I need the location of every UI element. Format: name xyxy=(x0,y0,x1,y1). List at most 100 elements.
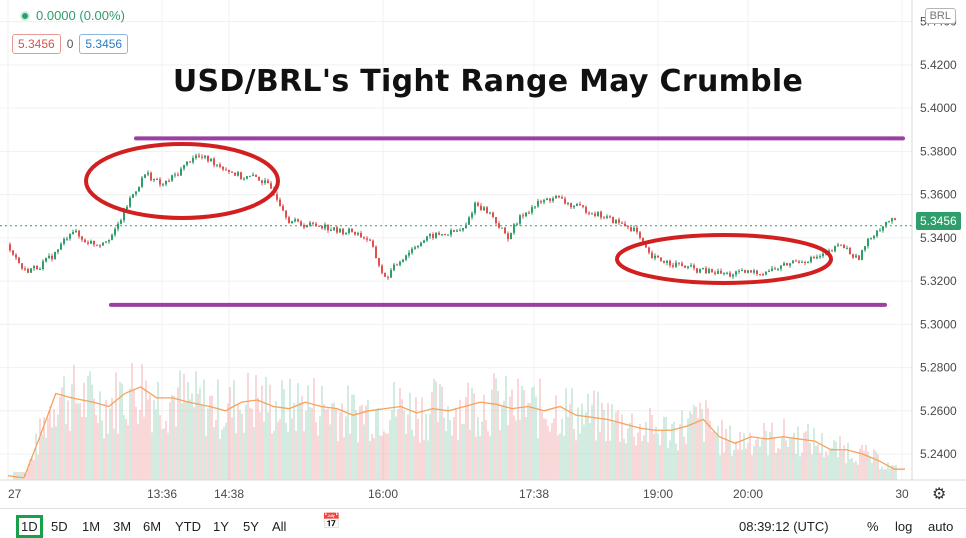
candle-body xyxy=(417,246,419,248)
status-dot-icon xyxy=(20,10,30,21)
candle-body xyxy=(600,211,602,218)
spread-value: 0 xyxy=(66,37,74,51)
candle-body xyxy=(891,218,893,222)
candle-body xyxy=(591,213,593,215)
candle-body xyxy=(162,184,164,186)
candle-body xyxy=(660,257,662,261)
candle-body xyxy=(837,244,839,246)
candle-body xyxy=(537,201,539,207)
candle-body xyxy=(669,260,671,266)
range-1m-button[interactable]: 1M xyxy=(82,519,101,534)
candle-body xyxy=(306,225,308,228)
candle-body xyxy=(864,246,866,251)
candle-body xyxy=(354,231,356,235)
candle-body xyxy=(795,260,797,262)
candle-body xyxy=(597,211,599,216)
log-toggle[interactable]: log xyxy=(895,519,913,534)
candle-body xyxy=(834,245,836,252)
y-tick-label: 5.3000 xyxy=(920,317,957,331)
candle-body xyxy=(480,205,482,211)
candle-body xyxy=(444,234,446,236)
range-6m-button[interactable]: 6M xyxy=(143,519,162,534)
candle-body xyxy=(357,233,359,235)
candle-body xyxy=(336,227,338,233)
y-tick-label: 5.2800 xyxy=(920,361,957,375)
x-tick-label: 14:38 xyxy=(214,487,244,501)
candle-body xyxy=(693,265,695,269)
candle-body xyxy=(702,268,704,270)
range-1y-button[interactable]: 1Y xyxy=(213,519,229,534)
candle-body xyxy=(549,198,551,201)
candle-body xyxy=(774,268,776,270)
candle-body xyxy=(237,172,239,176)
candle-body xyxy=(138,186,140,192)
y-axis-ticks: 5.44005.42005.40005.38005.36005.34005.32… xyxy=(920,15,957,461)
range-1d-button[interactable]: 1D xyxy=(16,515,43,538)
candle-body xyxy=(294,219,296,222)
y-tick-label: 5.4000 xyxy=(920,101,957,115)
candle-body xyxy=(654,255,656,259)
utc-clock[interactable]: 08:39:12 (UTC) xyxy=(739,519,829,534)
candle-body xyxy=(507,233,509,240)
candle-body xyxy=(282,206,284,211)
ask-price-button[interactable]: 5.3456 xyxy=(79,34,129,54)
candle-body xyxy=(753,270,755,273)
range-5y-button[interactable]: 5Y xyxy=(243,519,259,534)
candle-body xyxy=(345,232,347,235)
candle-body xyxy=(258,176,260,181)
candle-body xyxy=(525,212,527,217)
candle-body xyxy=(672,265,674,267)
x-tick-label: 17:38 xyxy=(519,487,549,501)
candle-body xyxy=(609,216,611,218)
candle-body xyxy=(120,220,122,224)
candle-body xyxy=(618,219,620,223)
candle-body xyxy=(813,257,815,259)
candle-body xyxy=(504,227,506,234)
percent-toggle[interactable]: % xyxy=(867,519,879,534)
range-ytd-button[interactable]: YTD xyxy=(175,519,201,534)
candle-body xyxy=(552,198,554,201)
currency-badge[interactable]: BRL xyxy=(924,8,956,24)
date-range-calendar-icon[interactable]: 📅 xyxy=(322,513,341,530)
candle-body xyxy=(135,191,137,195)
candle-body xyxy=(204,155,206,158)
candle-body xyxy=(219,164,221,167)
auto-toggle[interactable]: auto xyxy=(928,519,954,534)
candle-body xyxy=(171,175,173,181)
y-tick-label: 5.2400 xyxy=(920,447,957,461)
candle-body xyxy=(267,180,269,184)
candle-body xyxy=(516,223,518,225)
candle-body xyxy=(126,206,128,209)
candle-body xyxy=(168,180,170,182)
range-5d-button[interactable]: 5D xyxy=(51,519,68,534)
candle-body xyxy=(831,250,833,252)
candle-body xyxy=(366,238,368,240)
candle-body xyxy=(450,230,452,235)
range-3m-button[interactable]: 3M xyxy=(113,519,132,534)
candle-body xyxy=(348,228,350,233)
candle-body xyxy=(183,164,185,169)
candle-body xyxy=(750,270,752,273)
candle-body xyxy=(390,270,392,278)
candle-body xyxy=(300,221,302,226)
settings-gear-icon[interactable]: ⚙ xyxy=(932,486,947,503)
candle-body xyxy=(303,225,305,228)
candle-body xyxy=(528,212,530,214)
candle-body xyxy=(102,242,104,246)
candle-body xyxy=(309,222,311,226)
bid-price-button[interactable]: 5.3456 xyxy=(12,34,61,54)
candle-body xyxy=(438,232,440,235)
candle-body xyxy=(651,252,653,259)
range-all-button[interactable]: All xyxy=(272,519,287,534)
candle-body xyxy=(174,174,176,176)
candle-body xyxy=(684,265,686,268)
candle-body xyxy=(711,269,713,273)
candle-body xyxy=(546,198,548,201)
candle-body xyxy=(270,183,272,189)
candle-body xyxy=(630,227,632,231)
candle-body xyxy=(66,238,68,240)
candle-body xyxy=(42,261,44,270)
candle-body xyxy=(210,158,212,162)
candle-body xyxy=(621,222,623,224)
